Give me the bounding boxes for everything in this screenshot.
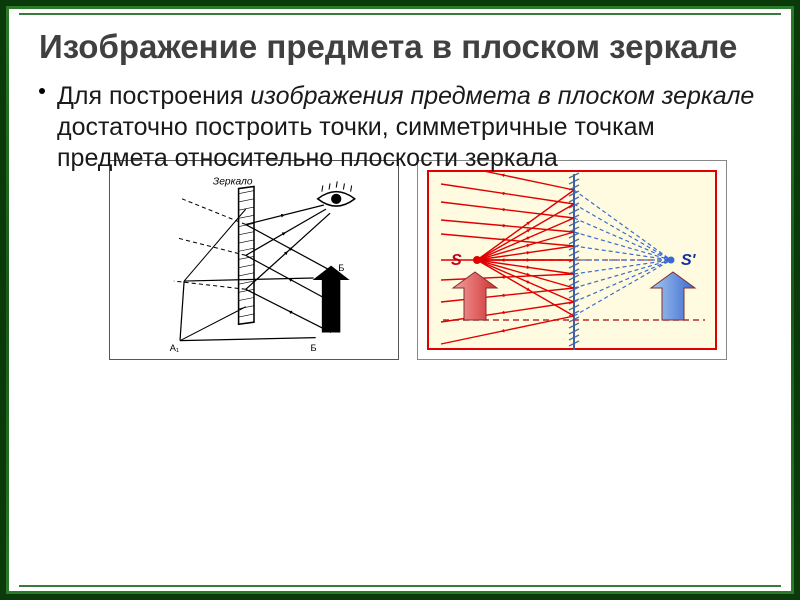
svg-text:Б: Б [338, 263, 344, 273]
bottom-rule [19, 585, 781, 587]
slide-frame-inner: Изображение предмета в плоском зеркале Д… [6, 6, 794, 594]
svg-text:Б: Б [311, 343, 317, 353]
svg-text:S: S [451, 252, 462, 269]
svg-text:Зеркало: Зеркало [213, 176, 253, 187]
body-prefix: Для построения [57, 82, 250, 110]
svg-text:А₁: А₁ [170, 343, 179, 353]
slide-title: Изображение предмета в плоском зеркале [39, 27, 761, 67]
figure-1-svg: Зеркало А₁ Б Б [119, 168, 389, 353]
top-rule [19, 13, 781, 15]
slide-body-text: Для построения изображения предмета в пл… [39, 81, 761, 175]
bullet-icon [39, 88, 45, 94]
svg-text:S': S' [681, 252, 697, 269]
figure-1: Зеркало А₁ Б Б [109, 160, 399, 360]
figures-row: Зеркало А₁ Б Б S S' [39, 160, 761, 360]
figure-2-outer: S S' [417, 160, 727, 360]
slide-frame-outer: Изображение предмета в плоском зеркале Д… [0, 0, 800, 600]
slide-body: Изображение предмета в плоском зеркале Д… [9, 9, 791, 591]
figure-2-svg: S S' [429, 172, 719, 352]
body-italic: изображения предмета в плоском зеркале [250, 82, 754, 110]
body-suffix: достаточно построить точки, симметричные… [57, 113, 655, 172]
figure-2-inner: S S' [427, 170, 717, 350]
